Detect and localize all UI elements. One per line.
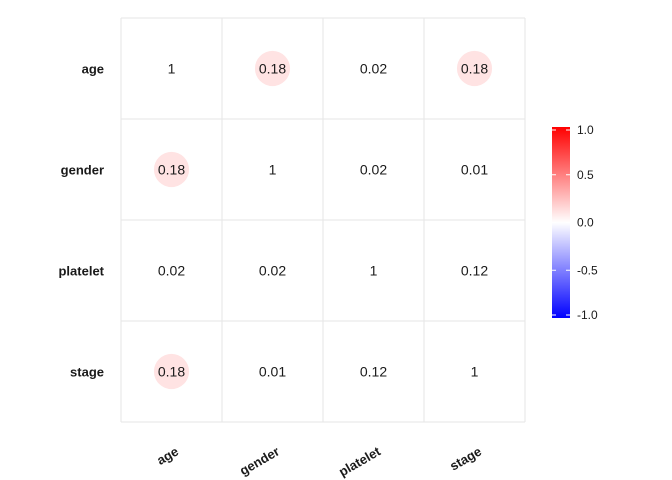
x-axis-labels: age gender platelet stage bbox=[154, 443, 484, 479]
cell-value-label: 0.02 bbox=[360, 61, 387, 77]
cell-value-label: 0.02 bbox=[259, 263, 286, 279]
y-axis-labels: age gender platelet stage bbox=[58, 62, 104, 380]
colorbar-tick-label: 0.5 bbox=[577, 168, 594, 182]
y-tick-label: gender bbox=[61, 163, 104, 178]
y-tick-label: age bbox=[82, 62, 104, 77]
cell-value-label: 0.12 bbox=[360, 364, 387, 380]
cell-value-label: 0.18 bbox=[158, 162, 185, 178]
x-tick-label: age bbox=[154, 444, 181, 468]
x-tick-label: stage bbox=[447, 444, 484, 474]
colorbar-tick-label: 1.0 bbox=[577, 123, 594, 137]
colorbar: 1.0 0.5 0.0 -0.5 -1.0 bbox=[552, 123, 598, 322]
x-tick-label: platelet bbox=[336, 443, 383, 479]
cell-value-label: 0.12 bbox=[461, 263, 488, 279]
cell-value-label: 0.02 bbox=[360, 162, 387, 178]
cell-value-label: 1 bbox=[471, 364, 479, 380]
cell-value-label: 1 bbox=[168, 61, 176, 77]
colorbar-tick-label: -0.5 bbox=[577, 263, 598, 277]
cell-value-label: 0.18 bbox=[158, 364, 185, 380]
cell-value-label: 0.18 bbox=[259, 61, 286, 77]
colorbar-tick-label: 0.0 bbox=[577, 216, 594, 230]
cell-value-label: 0.02 bbox=[158, 263, 185, 279]
cell-value-label: 1 bbox=[269, 162, 277, 178]
cell-value-label: 1 bbox=[370, 263, 378, 279]
cell-value-label: 0.01 bbox=[461, 162, 488, 178]
cell-value-label: 0.18 bbox=[461, 61, 488, 77]
y-tick-label: stage bbox=[70, 365, 104, 380]
y-tick-label: platelet bbox=[58, 264, 104, 279]
x-tick-label: gender bbox=[237, 444, 282, 479]
cell-value-label: 0.01 bbox=[259, 364, 286, 380]
colorbar-tick-label: -1.0 bbox=[577, 308, 598, 322]
